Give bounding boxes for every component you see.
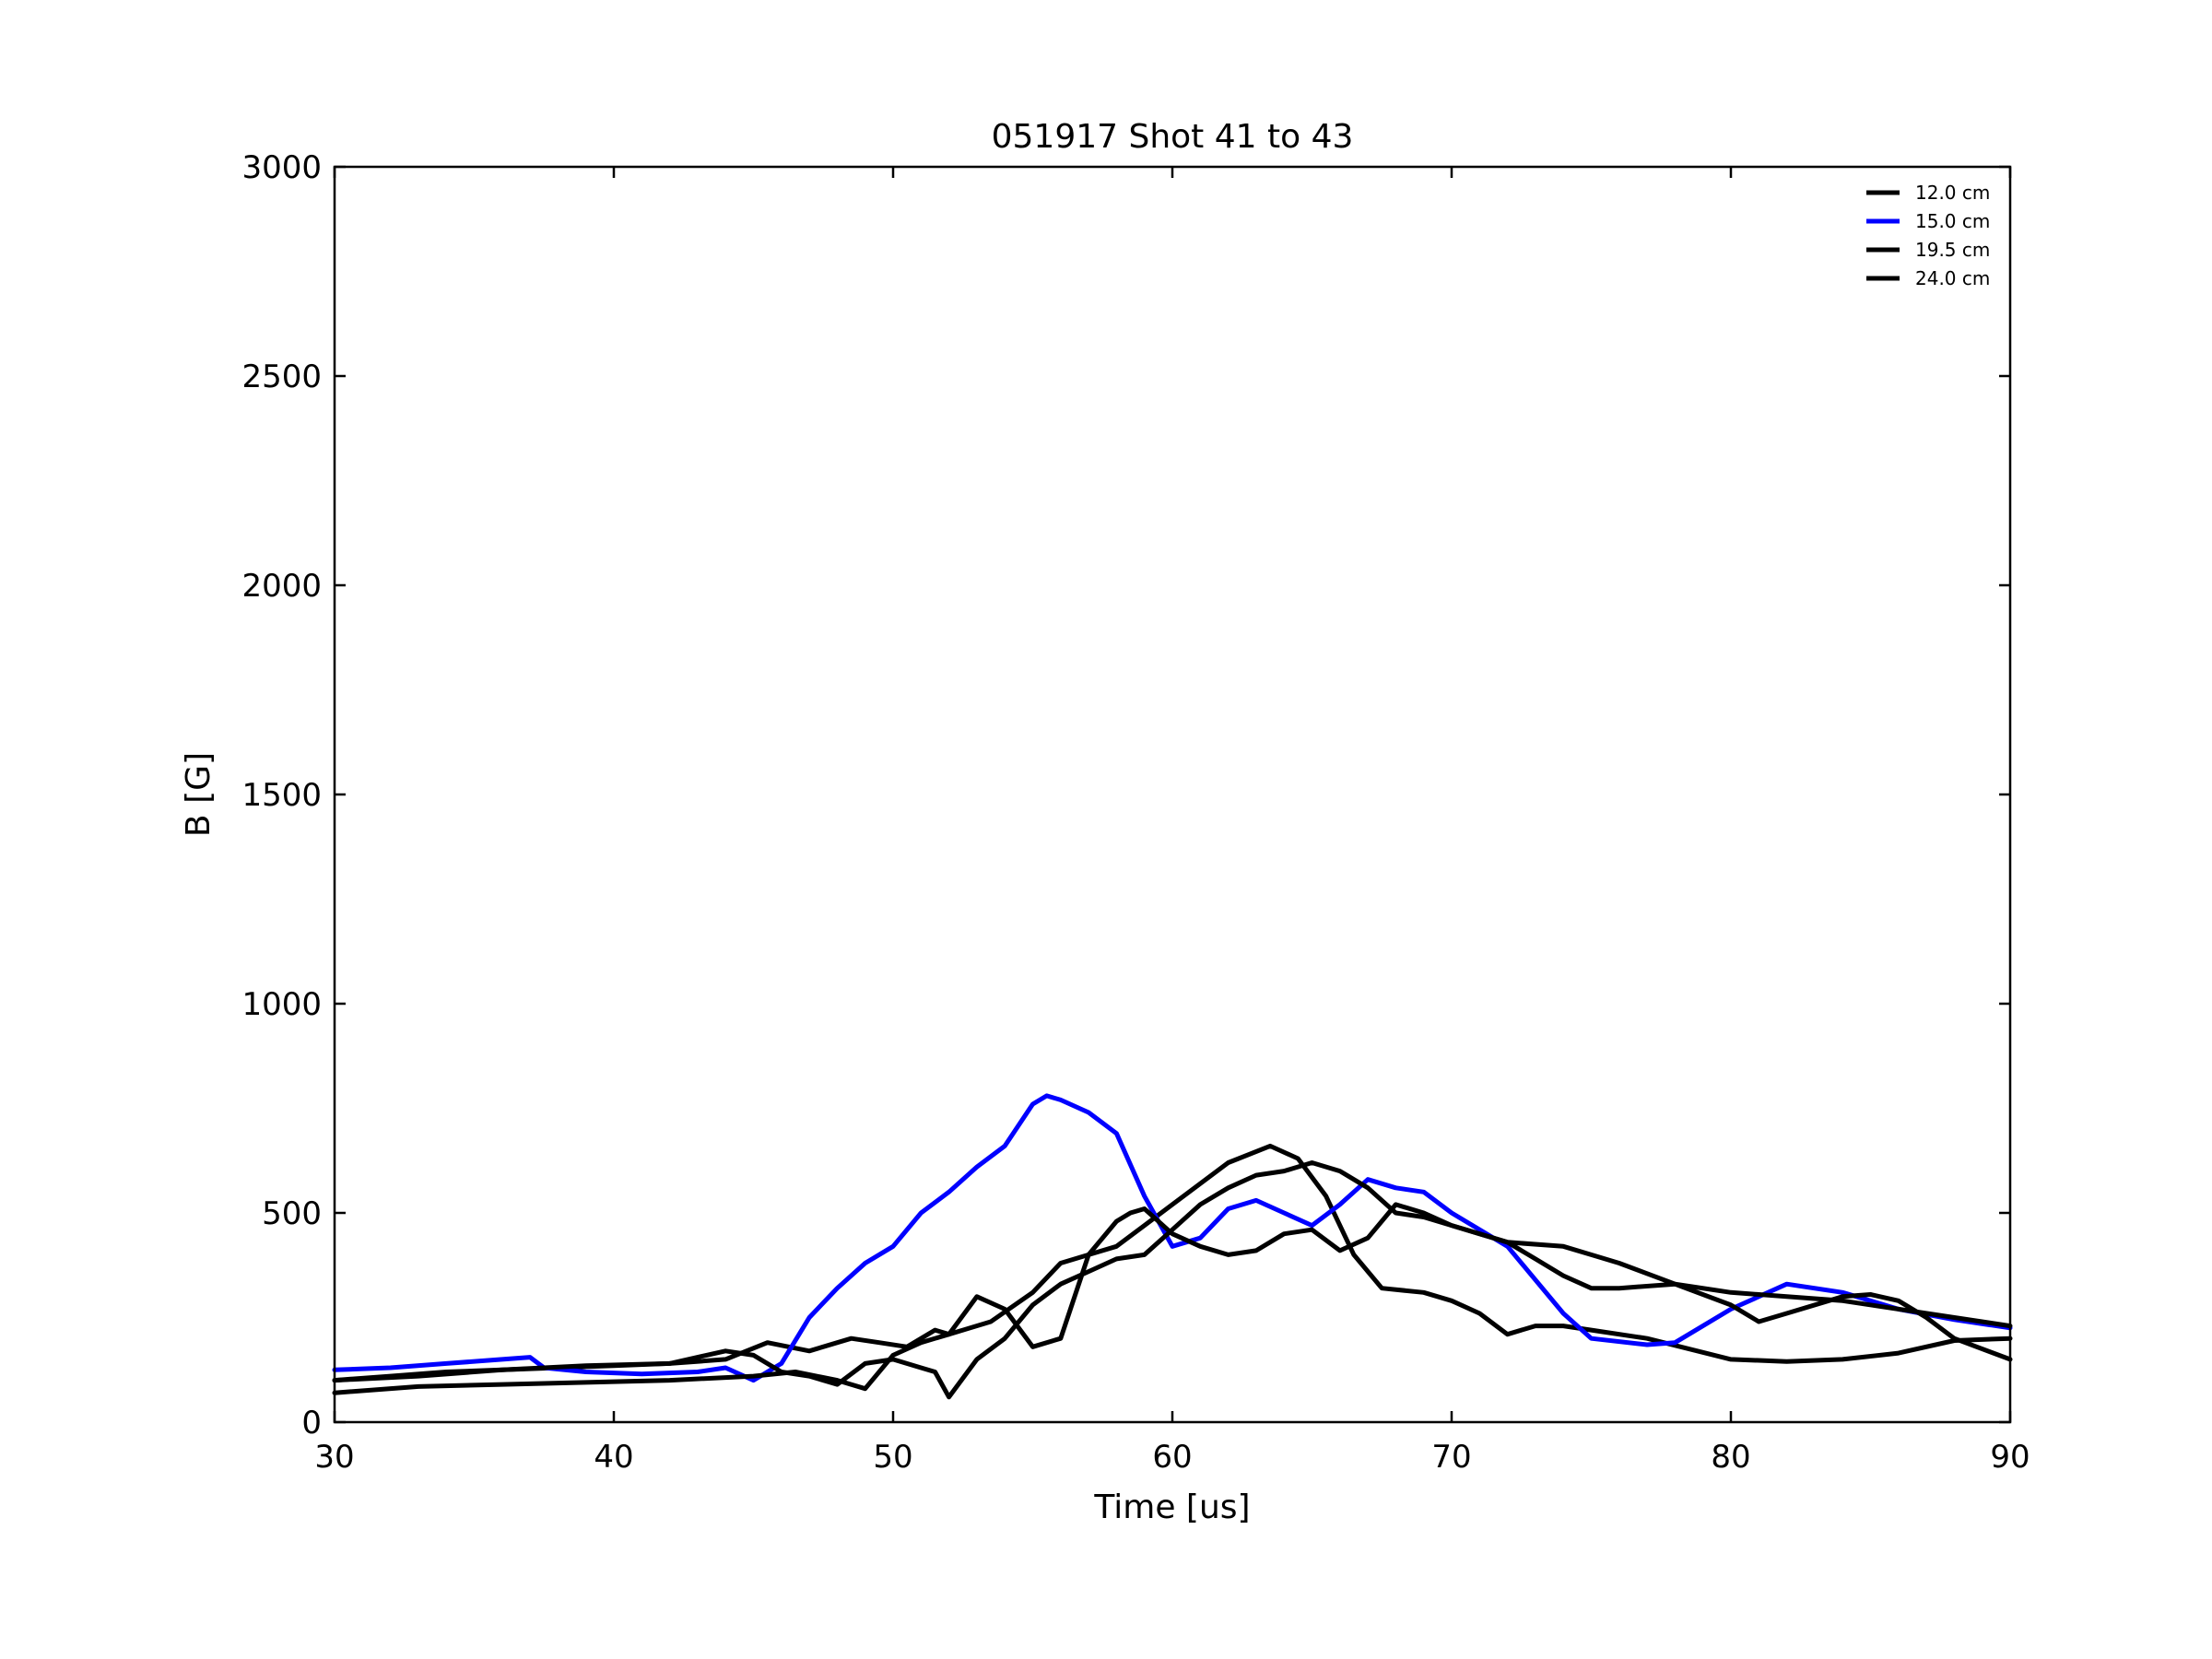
- y-tick-label-5: 2500: [241, 359, 322, 395]
- plot-frame: [333, 165, 2012, 1424]
- x-axis-label: Time [us]: [1093, 1488, 1250, 1526]
- x-tick-label-1: 40: [594, 1439, 633, 1476]
- legend-label-1: 15.0 cm: [1915, 210, 1990, 232]
- x-tick-label-5: 80: [1711, 1439, 1750, 1476]
- legend: 12.0 cm 15.0 cm 19.5 cm 24.0 cm: [1866, 182, 1990, 289]
- y-tick-label-0: 0: [301, 1405, 322, 1441]
- series-line-0: [332, 1143, 2013, 1383]
- x-tick-label-0: 30: [314, 1439, 354, 1476]
- x-tick-label-2: 50: [873, 1439, 912, 1476]
- y-tick-label-4: 2000: [241, 568, 322, 605]
- series-line-3: [332, 1160, 2013, 1400]
- x-tick-label-3: 60: [1152, 1439, 1192, 1476]
- series-layer: [332, 1093, 2013, 1400]
- legend-label-3: 24.0 cm: [1915, 267, 1990, 289]
- legend-label-0: 12.0 cm: [1915, 182, 1990, 204]
- y-tick-label-3: 1500: [241, 777, 322, 814]
- series-line-2: [332, 1202, 2013, 1395]
- chart-title: 051917 Shot 41 to 43: [992, 118, 1354, 156]
- x-tick-label-6: 90: [1990, 1439, 2030, 1476]
- x-tick-label-4: 70: [1431, 1439, 1471, 1476]
- y-axis-label: B [G]: [180, 752, 218, 837]
- y-tick-label-6: 3000: [241, 149, 322, 186]
- y-tick-label-2: 1000: [241, 986, 322, 1023]
- series-line-1: [332, 1093, 2013, 1383]
- y-tick-label-1: 500: [262, 1195, 322, 1232]
- legend-label-2: 19.5 cm: [1915, 239, 1990, 261]
- ticks-layer: 30 40 50 60 70 80 90 0 500 1000 1500 2000 2500 3000: [241, 149, 2030, 1476]
